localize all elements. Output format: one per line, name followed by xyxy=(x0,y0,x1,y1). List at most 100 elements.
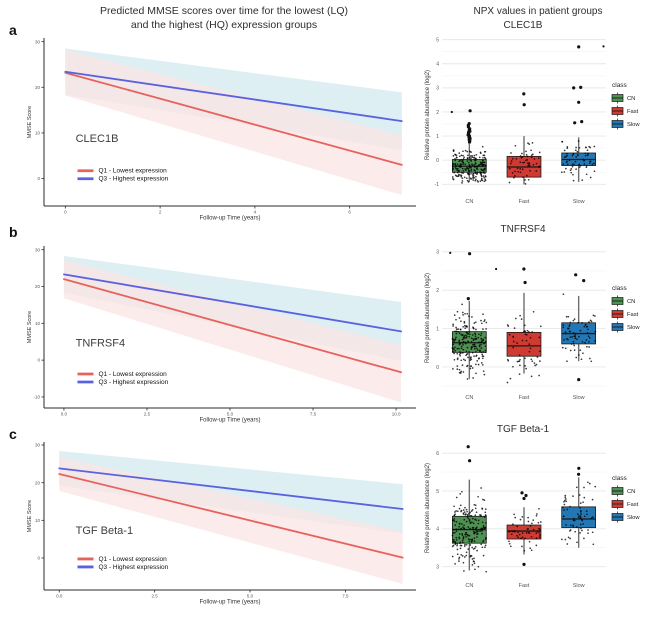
legend-label-q1: Q1 - Lowest expression xyxy=(98,371,167,378)
y-axis-title: Relative protein abundance (log2) xyxy=(425,463,431,553)
x-tick-label: 2 xyxy=(159,210,162,215)
x-tick-label: 2.5 xyxy=(144,412,151,417)
legend-item-label-cn: CN xyxy=(627,489,635,495)
y-tick-label: 4 xyxy=(436,62,439,68)
legend-label-q3: Q3 - Highest expression xyxy=(98,379,168,386)
y-tick-label: 20 xyxy=(35,284,41,289)
left-column-title: Predicted MMSE scores over time for the … xyxy=(28,5,420,33)
y-tick-label: 5 xyxy=(436,37,439,43)
y-tick-label: 3 xyxy=(436,86,439,92)
boxplot-title-tnfrsf4: TNFRSF4 xyxy=(500,224,546,235)
legend-item-label-slow: Slow xyxy=(627,122,640,128)
class-legend: class CN Fast Slow xyxy=(611,285,640,333)
class-legend: class CN Fast Slow xyxy=(611,475,640,523)
y-tick-label: 0 xyxy=(436,158,439,164)
x-tick-label: 0.0 xyxy=(61,412,68,417)
y-tick-label: 6 xyxy=(436,451,439,457)
gene-label: TNFRSF4 xyxy=(76,337,126,349)
category-label-slow: Slow xyxy=(573,395,585,401)
y-tick-label: 10 xyxy=(35,518,41,523)
y-tick-label: 2 xyxy=(436,110,439,116)
jitter-points-fast xyxy=(506,310,542,384)
y-tick-label: 3 xyxy=(436,250,439,256)
legend-item-label-cn: CN xyxy=(627,299,635,305)
trend-line-q3 xyxy=(58,467,404,510)
y-axis-title: Relative protein abundance (log2) xyxy=(425,70,431,160)
y-tick-label: 30 xyxy=(35,39,41,44)
legend-label-q3: Q3 - Highest expression xyxy=(98,564,168,571)
x-tick-label: 5.0 xyxy=(227,412,234,417)
y-tick-label: 1 xyxy=(436,134,439,140)
jitter-points-fast xyxy=(508,142,541,185)
outlier-points-fast xyxy=(520,491,528,566)
right-column-title: NPX values in patient groups xyxy=(473,6,603,17)
legend-label-q1: Q1 - Lowest expression xyxy=(98,168,167,175)
outlier-points-fast xyxy=(522,267,527,285)
legend-item-label-fast: Fast xyxy=(627,502,639,508)
jitter-points-fast xyxy=(508,507,542,552)
legend-title: class xyxy=(612,82,628,89)
jitter-points-cn xyxy=(451,487,488,573)
legend-item-label-cn: CN xyxy=(627,96,635,102)
y-tick-label: 30 xyxy=(35,247,41,252)
category-label-slow: Slow xyxy=(573,199,585,205)
category-label-fast: Fast xyxy=(519,395,530,401)
x-tick-label: 6 xyxy=(348,210,351,215)
x-tick-label: 0 xyxy=(64,210,67,215)
category-label-cn: CN xyxy=(465,395,473,401)
outlier-points-cn xyxy=(466,109,472,144)
y-tick-label: -10 xyxy=(33,395,40,400)
trend-line-q3 xyxy=(64,70,403,122)
x-axis-title: Follow-up Time (years) xyxy=(199,216,260,222)
gene-label: CLEC1B xyxy=(76,133,119,145)
trend-line-q1 xyxy=(63,278,402,374)
y-axis-title: MMSE Score xyxy=(27,106,33,138)
x-tick-label: 7.5 xyxy=(342,594,349,599)
legend-item-label-slow: Slow xyxy=(627,515,640,521)
panel-label-c: c xyxy=(9,426,17,442)
y-axis-title: MMSE Score xyxy=(27,311,33,343)
ci-ribbon-q1 xyxy=(59,457,403,584)
x-axis-title: Follow-up Time (years) xyxy=(199,600,260,606)
outlier-points-slow xyxy=(577,466,581,476)
jitter-points-cn xyxy=(451,303,488,380)
loose-point xyxy=(450,110,453,114)
jitter-points-slow xyxy=(561,481,597,546)
npx-boxplot-tgfbeta1: 3 4 5 6 Relative protein abundance (log2) CN F… xyxy=(425,445,640,589)
y-tick-label: 10 xyxy=(35,131,41,136)
mmse-line-chart-clec1b: 0 2 4 6 0 10 20 30 Follow-up Time (years) MMSE Sc… xyxy=(27,38,416,222)
y-axis-title: MMSE Score xyxy=(27,500,33,532)
npx-boxplot-clec1b: -1 0 1 2 3 4 5 Relative protein abundance (log2… xyxy=(425,37,640,205)
panel-label-a: a xyxy=(9,22,17,38)
panel-label-b: b xyxy=(9,224,18,240)
legend-label-q3: Q3 - Highest expression xyxy=(98,176,168,183)
x-tick-label: 4 xyxy=(254,210,257,215)
left-title-line2: and the highest (HQ) expression groups xyxy=(130,18,318,31)
loose-point xyxy=(495,267,498,271)
y-tick-label: 10 xyxy=(35,321,41,326)
outlier-points-slow xyxy=(572,45,584,125)
x-tick-label: 0.0 xyxy=(56,594,63,599)
trend-line-q3 xyxy=(63,273,402,333)
loose-point xyxy=(602,45,605,48)
category-label-cn: CN xyxy=(465,199,473,205)
y-tick-label: 3 xyxy=(436,564,439,570)
y-axis-title: Relative protein abundance (log2) xyxy=(425,273,431,363)
x-tick-label: 5.0 xyxy=(247,594,254,599)
legend-item-label-fast: Fast xyxy=(627,312,639,318)
category-label-fast: Fast xyxy=(519,583,530,589)
ci-ribbon-q3 xyxy=(59,451,403,534)
legend-title: class xyxy=(612,475,628,482)
outlier-points-fast xyxy=(522,92,526,107)
outlier-points-cn xyxy=(466,252,472,301)
y-tick-label: 2 xyxy=(436,288,439,294)
trend-line-q1 xyxy=(64,71,403,166)
x-tick-label: 7.5 xyxy=(310,412,317,417)
boxplot-title-tgfbeta1: TGF Beta-1 xyxy=(496,424,550,435)
class-legend: class CN Fast Slow xyxy=(611,82,640,130)
jitter-points-slow xyxy=(561,293,597,363)
x-tick-label: 10.0 xyxy=(392,412,401,417)
y-tick-label: 0 xyxy=(37,358,40,363)
gene-label: TGF Beta-1 xyxy=(76,525,133,537)
